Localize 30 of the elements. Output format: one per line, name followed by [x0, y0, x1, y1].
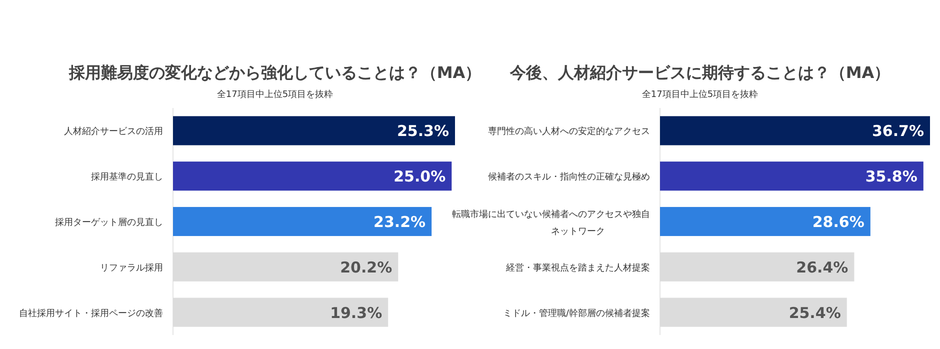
data-label: 25.3% — [396, 122, 449, 140]
data-label: 19.3% — [330, 304, 382, 322]
data-label: 35.8% — [865, 168, 918, 186]
y-tick-label: 採用基準の見直し — [91, 172, 163, 183]
chart-subtitle: 全17項目中上位5項目を抜粋 — [216, 89, 334, 100]
y-tick-label: 人材紹介サービスの活用 — [64, 126, 163, 138]
bar — [173, 116, 455, 146]
bar — [660, 162, 924, 191]
data-label: 25.0% — [394, 168, 446, 186]
y-tick-label: 経営・事業視点を踏まえた人材提案 — [505, 262, 650, 274]
data-label: 28.6% — [812, 213, 864, 231]
y-tick-label: 転職市場に出ていない候補者へのアクセスや独自ネットワーク — [452, 209, 650, 237]
data-label: 25.4% — [788, 304, 841, 322]
y-tick-label: 候補者のスキル・指向性の正確な見極め — [488, 172, 650, 183]
y-tick-label: ミドル・管理職/幹部層の候補者提案 — [502, 308, 650, 319]
y-tick-label: リファラル採用 — [100, 262, 163, 274]
bar — [173, 206, 432, 236]
bar — [660, 116, 930, 146]
data-label: 20.2% — [340, 258, 392, 276]
data-label: 26.4% — [796, 258, 848, 276]
bar — [173, 162, 452, 191]
y-tick-label: 自社採用サイト・採用ページの改善 — [19, 308, 163, 319]
y-tick-label: 専門性の高い人材への安定的なアクセス — [488, 126, 650, 138]
y-tick-label: 採用ターゲット層の見直し — [55, 217, 163, 228]
data-label: 23.2% — [374, 213, 426, 231]
chart-title: 今後、人材紹介サービスに期待することは？（MA） — [508, 63, 890, 82]
chart-title: 採用難易度の変化などから強化していることは？（MA） — [68, 63, 482, 82]
data-label: 36.7% — [872, 122, 924, 140]
bar — [660, 206, 870, 236]
chart-subtitle: 全17項目中上位5項目を抜粋 — [642, 89, 758, 100]
